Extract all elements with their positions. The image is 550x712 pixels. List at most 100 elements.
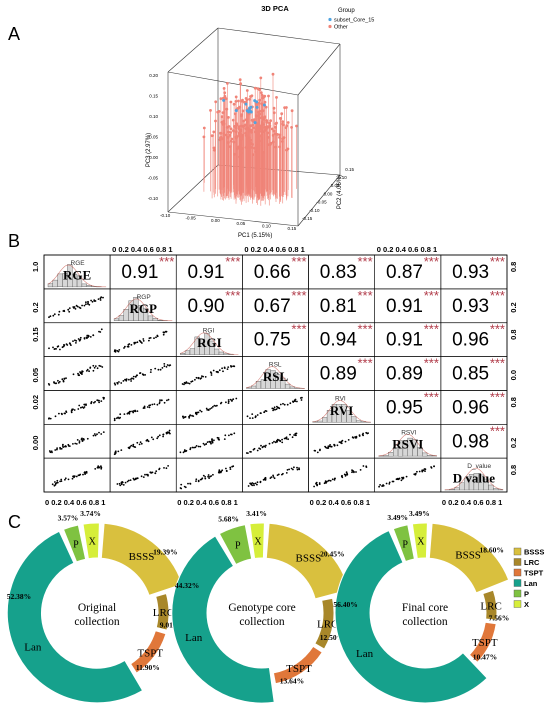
donut-category-label: X bbox=[254, 537, 262, 548]
scatter-point bbox=[362, 432, 364, 435]
scatter-point bbox=[271, 442, 274, 444]
pca-y-tick-label: -0.15 bbox=[302, 216, 313, 221]
scatter-point bbox=[68, 307, 71, 309]
scatter-point bbox=[287, 438, 289, 441]
scatter-point bbox=[351, 471, 353, 474]
scatter-point bbox=[232, 398, 235, 401]
histogram-bar bbox=[209, 340, 215, 355]
scatter-point bbox=[144, 374, 147, 376]
scatter-point bbox=[223, 438, 226, 440]
pca-z-tick-label: -0.10 bbox=[148, 196, 159, 201]
matrix-cell bbox=[176, 356, 243, 391]
scatter-point bbox=[79, 371, 81, 373]
donut-percent-label: 9.01% bbox=[160, 621, 181, 630]
scatter-point bbox=[273, 477, 276, 480]
scatter-point bbox=[319, 449, 321, 452]
scatter-point bbox=[62, 443, 64, 446]
scatter-point bbox=[129, 446, 132, 448]
scatter-point bbox=[227, 399, 230, 401]
scatter-point bbox=[351, 469, 353, 471]
scatter-point bbox=[283, 403, 286, 406]
scatter-point bbox=[159, 368, 162, 371]
scatter-point bbox=[294, 400, 296, 403]
scatter-point bbox=[192, 415, 195, 417]
scatter-point bbox=[90, 299, 92, 302]
pca-point-other bbox=[262, 95, 265, 99]
density-curve bbox=[246, 366, 305, 389]
pca-point-other bbox=[239, 82, 243, 86]
scatter-point bbox=[61, 346, 64, 349]
scatter-point bbox=[424, 470, 426, 472]
scatter-point bbox=[293, 466, 295, 469]
pca-point-other bbox=[241, 98, 244, 102]
scatter-point bbox=[89, 336, 92, 338]
scatter-point bbox=[385, 482, 388, 485]
diagonal-variable-name: RVI bbox=[335, 395, 346, 402]
pca-point-other bbox=[229, 100, 233, 104]
scatter-point bbox=[94, 434, 97, 437]
scatter-point bbox=[64, 477, 67, 480]
scatter-point bbox=[294, 434, 297, 437]
pca-point-other bbox=[283, 106, 286, 109]
scatter-point bbox=[73, 307, 75, 309]
scatter-point bbox=[156, 403, 159, 406]
diagonal-variable-label: RGE bbox=[63, 267, 91, 282]
scatter-point bbox=[272, 474, 274, 477]
correlation-value: 0.67 bbox=[254, 296, 291, 317]
pca-box-edge bbox=[297, 174, 341, 227]
scatter-point bbox=[136, 410, 139, 412]
donut-category-label: P bbox=[402, 539, 408, 550]
correlation-value: 0.94 bbox=[320, 330, 357, 351]
scatter-point bbox=[132, 378, 135, 380]
right-axis-tick-label: 0.0 bbox=[509, 370, 518, 380]
scatter-point bbox=[204, 376, 207, 378]
pca-box-edge bbox=[167, 27, 219, 73]
scatter-point bbox=[58, 380, 61, 383]
left-axis-tick-label: 0.00 bbox=[31, 436, 40, 451]
scatter-point bbox=[92, 434, 95, 437]
scatter-point bbox=[139, 340, 142, 343]
scatter-point bbox=[146, 406, 149, 408]
scatter-point bbox=[156, 334, 159, 337]
scatter-point bbox=[134, 410, 137, 413]
scatter-point bbox=[247, 485, 250, 487]
histogram-bar bbox=[280, 377, 286, 389]
scatter-point bbox=[289, 433, 291, 436]
scatter-point bbox=[318, 482, 321, 484]
scatter-point bbox=[323, 482, 326, 485]
scatter-point bbox=[129, 479, 132, 481]
scatter-point bbox=[118, 381, 120, 383]
scatter-point bbox=[217, 438, 220, 441]
scatter-point bbox=[157, 435, 160, 438]
legend-swatch-x bbox=[513, 600, 522, 608]
left-axis-tick-label: 0.2 bbox=[31, 302, 40, 312]
scatter-point bbox=[131, 410, 134, 413]
scatter-point bbox=[113, 382, 116, 385]
legend-label: BSSS bbox=[524, 548, 544, 557]
density-curve bbox=[180, 332, 239, 355]
pca-point-other bbox=[242, 124, 246, 128]
scatter-point bbox=[191, 446, 194, 449]
scatter-point bbox=[75, 304, 78, 307]
scatter-point bbox=[102, 398, 105, 400]
scatter-point bbox=[49, 417, 52, 420]
scatter-point bbox=[262, 478, 265, 481]
pca-box-edge bbox=[167, 211, 299, 227]
scatter-point bbox=[400, 479, 403, 482]
scatter-point bbox=[229, 398, 232, 401]
pca-point-other bbox=[286, 121, 290, 124]
scatter-point bbox=[134, 341, 137, 344]
scatter-point bbox=[102, 431, 105, 433]
scatter-point bbox=[154, 367, 157, 370]
scatter-point bbox=[102, 296, 104, 299]
scatter-point bbox=[119, 413, 122, 416]
scatter-point bbox=[128, 410, 131, 413]
significance-stars: *** bbox=[490, 356, 505, 371]
scatter-point bbox=[279, 403, 282, 406]
donut-slice-lrc bbox=[155, 592, 170, 631]
significance-stars: *** bbox=[490, 423, 505, 438]
pca-point-other bbox=[219, 136, 222, 140]
scatter-point bbox=[49, 315, 52, 318]
scatter-point bbox=[346, 473, 349, 476]
scatter-point bbox=[197, 479, 200, 482]
